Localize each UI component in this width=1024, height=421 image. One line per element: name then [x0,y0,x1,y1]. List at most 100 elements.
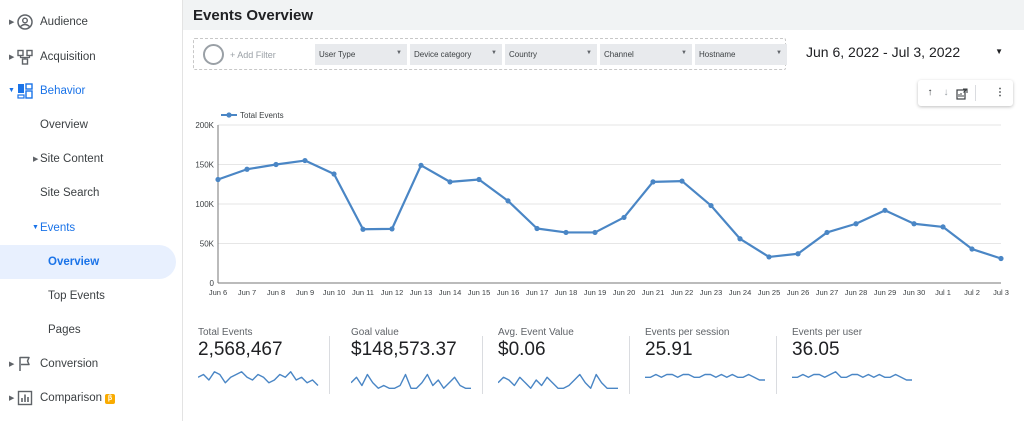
sidebar-item-behavior-overview[interactable]: Overview [0,108,183,142]
sidebar-item-label: Events [40,222,76,234]
filter-country[interactable]: Country ▼ [505,44,597,65]
filter-label: Device category [414,50,472,59]
caret-right-icon[interactable]: ▶ [9,361,15,368]
sort-ascending-icon[interactable]: ↑ [927,87,933,98]
acquisition-icon [17,49,33,65]
sidebar-item-audience[interactable]: ▶ Audience [0,5,183,39]
data-point [969,246,975,252]
x-tick-label: Jun 29 [874,288,897,297]
scorecard-label: Goal value [351,327,399,338]
sparkline-path [645,373,765,381]
sidebar-item-pages[interactable]: Pages [0,313,183,347]
sidebar-item-events-overview[interactable]: Overview [0,245,176,279]
account-circle-icon [17,14,33,30]
y-tick-label: 150K [195,161,214,170]
scorecard-divider [776,336,777,394]
filter-label: Channel [604,50,634,59]
sidebar-item-site-search[interactable]: Site Search [0,176,183,210]
data-point [708,202,714,209]
filter-hostname[interactable]: Hostname ▼ [695,44,787,65]
date-range-picker[interactable]: Jun 6, 2022 - Jul 3, 2022 ▼ [798,38,1013,68]
x-tick-label: Jul 1 [935,288,951,297]
data-point [418,162,424,168]
y-tick-label: 200K [195,121,214,130]
scorecard-label: Events per user [792,327,863,338]
data-point [911,221,917,227]
filter-channel[interactable]: Channel ▼ [600,44,692,65]
data-point [795,251,801,257]
sidebar-item-behavior[interactable]: ▼ Behavior [0,74,183,108]
sparkline-path [351,373,471,389]
x-tick-label: Jun 11 [352,288,374,297]
x-tick-label: Jun 9 [296,288,314,297]
caret-down-icon: ▼ [491,50,497,56]
filter-user-type[interactable]: User Type ▼ [315,44,407,65]
filter-device-category[interactable]: Device category ▼ [410,44,502,65]
x-tick-label: Jun 10 [323,288,346,297]
y-tick-label: 100K [195,200,214,209]
data-point [737,236,743,242]
x-tick-label: Jun 28 [845,288,868,297]
x-tick-label: Jun 21 [642,288,665,297]
caret-down-icon[interactable]: ▼ [32,224,39,231]
data-point [447,179,453,185]
scorecard-goal-value[interactable]: Goal value $148,573.37 [351,323,491,403]
x-tick-label: Jun 6 [209,288,227,297]
add-filter-icon[interactable] [203,44,224,65]
filter-label: Country [509,50,538,59]
filter-label: User Type [319,50,356,59]
sidebar-item-acquisition[interactable]: ▶ Acquisition [0,40,183,74]
caret-right-icon[interactable]: ▶ [9,19,15,26]
sidebar-item-label: Site Search [40,187,100,199]
sparkline [645,373,765,381]
behavior-icon [17,83,33,99]
sidebar-item-label: Overview [48,256,100,268]
scorecard-divider [329,336,330,394]
scorecard-avg-event-value[interactable]: Avg. Event Value $0.06 [498,323,638,403]
data-point [215,176,221,183]
sparkline [792,371,912,381]
scorecard-value: $148,573.37 [351,339,457,360]
data-point [621,214,627,221]
caret-down-icon[interactable]: ▼ [995,47,1003,56]
data-point [882,207,888,213]
scorecard-events-per-session[interactable]: Events per session 25.91 [645,323,785,403]
data-point [650,179,656,185]
sidebar-item-label: Conversion [40,358,99,370]
flag-icon [19,356,30,371]
data-point [534,225,540,232]
caret-down-icon: ▼ [396,50,402,56]
sidebar-item-site-content[interactable]: ▶ Site Content [0,142,183,176]
caret-down-icon[interactable]: ▼ [8,87,15,94]
scorecard-total-events[interactable]: Total Events 2,568,467 [198,323,338,403]
data-point [505,198,511,204]
sidebar-item-label-wrap: Comparison β [40,392,115,404]
y-tick-label: 0 [210,279,215,288]
x-tick-label: Jul 3 [993,288,1009,297]
scorecard-value: 36.05 [792,339,840,360]
caret-right-icon[interactable]: ▶ [9,54,15,61]
sidebar-item-top-events[interactable]: Top Events [0,279,183,313]
sparkline-path [498,373,618,389]
x-tick-label: Jun 8 [267,288,285,297]
series-line-total-events [217,159,1002,260]
data-point [302,157,308,164]
x-tick-label: Jul 2 [964,288,980,297]
sort-descending-icon[interactable]: ↓ [943,87,949,98]
scorecard-events-per-user[interactable]: Events per user 36.05 [792,323,932,403]
sparkline [498,373,618,389]
caret-right-icon[interactable]: ▶ [33,156,39,163]
data-point [563,229,569,236]
caret-right-icon[interactable]: ▶ [9,395,15,402]
add-filter-button[interactable]: + Add Filter [230,50,276,60]
sidebar-item-events[interactable]: ▼ Events [0,211,183,245]
sidebar-item-comparison[interactable]: ▶ Comparison β [0,381,183,415]
scorecard-value: 2,568,467 [198,339,283,360]
sidebar-item-conversion[interactable]: ▶ Conversion [0,347,183,381]
scorecard-divider [482,336,483,394]
toolbar-divider [975,85,976,101]
events-line-chart: 0 50K 100K 150K 200K Jun 6 Jun 7 Jun 8 Jun 9 Jun … [195,111,1009,297]
x-tick-label: Jun 15 [468,288,491,297]
more-vert-icon[interactable]: ⋮ [995,87,1005,98]
export-chart-icon[interactable] [956,87,968,101]
